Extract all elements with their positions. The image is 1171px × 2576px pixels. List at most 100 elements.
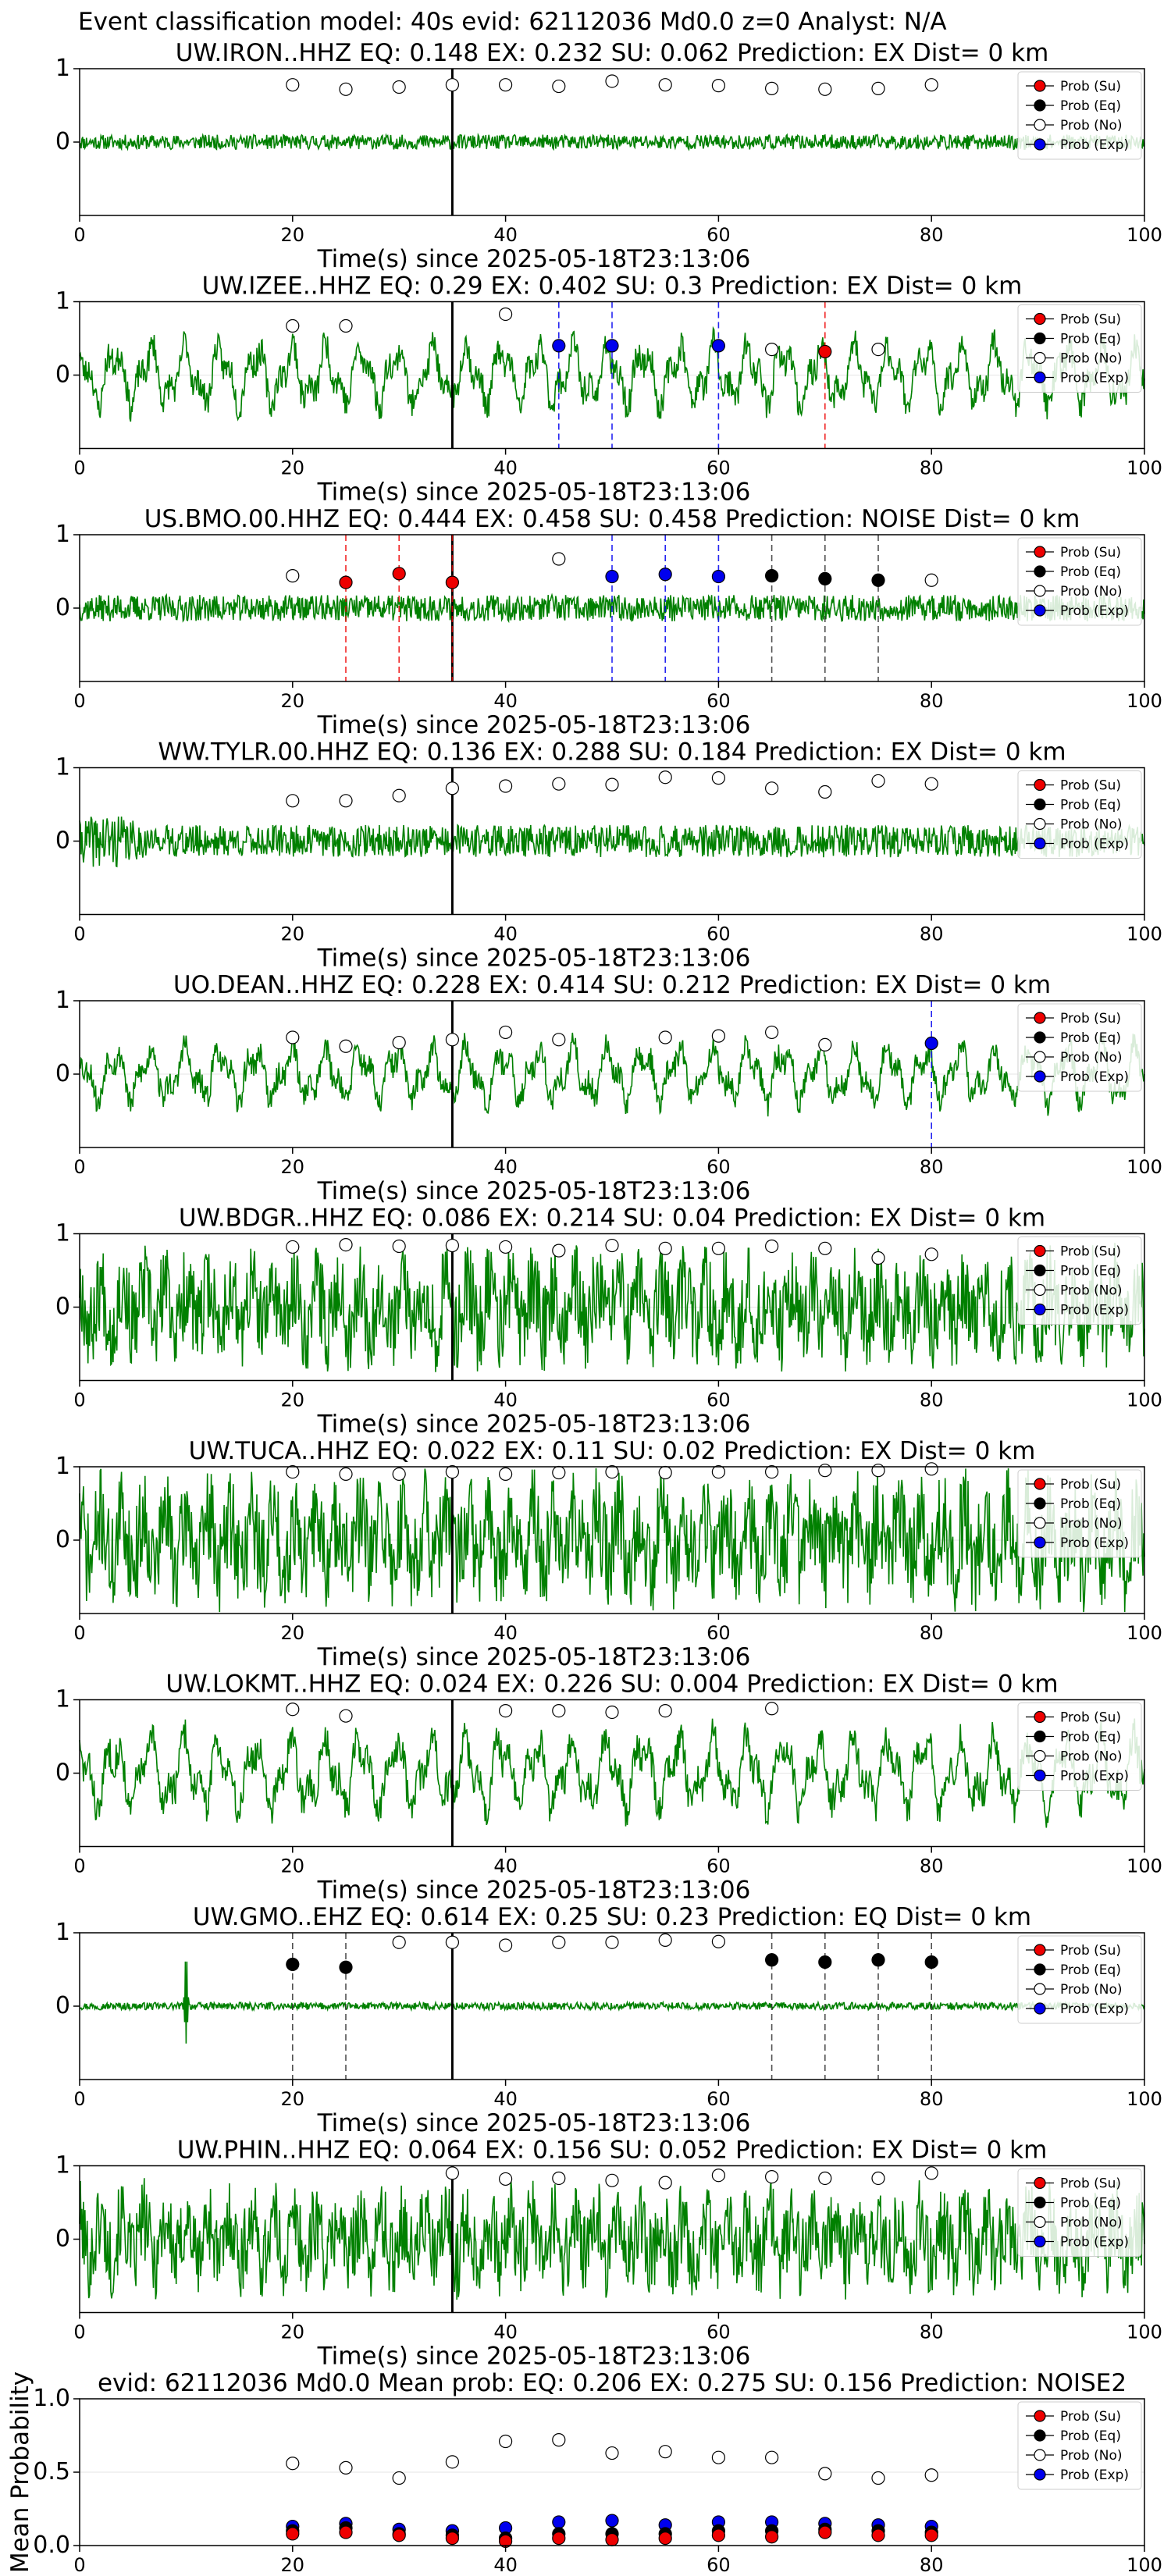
- prob-point-no: [498, 307, 513, 322]
- legend-marker-exp: [1034, 1070, 1046, 1083]
- x-tick-label: 100: [1127, 1622, 1162, 1644]
- prob-point-no: [445, 78, 460, 92]
- legend-label: Prob (Exp): [1060, 603, 1129, 619]
- x-tick-label: 100: [1127, 1856, 1162, 1877]
- legend-label: Prob (Eq): [1060, 1264, 1121, 1279]
- prob-point-eq: [286, 1957, 300, 1972]
- mean-point-no: [871, 2471, 885, 2485]
- panel-title: UW.GMO..EHZ EQ: 0.614 EX: 0.25 SU: 0.23 …: [193, 1903, 1031, 1931]
- legend-marker-no: [1034, 2215, 1046, 2229]
- prob-point-no: [339, 1039, 353, 1053]
- x-tick-label: 80: [920, 457, 944, 479]
- y-tick-label: 1: [55, 1453, 70, 1480]
- prob-point-exp: [924, 1036, 938, 1051]
- legend-marker-no: [1034, 1283, 1046, 1297]
- legend-label: Prob (Exp): [1060, 2467, 1129, 2483]
- prob-point-no: [339, 318, 353, 333]
- legend-marker-no: [1034, 817, 1046, 831]
- prob-point-no: [445, 1033, 460, 1047]
- x-tick-label: 40: [493, 2554, 518, 2576]
- legend-label: Prob (Exp): [1060, 371, 1129, 386]
- prob-point-no: [286, 1464, 300, 1479]
- panel-title: UW.BDGR..HHZ EQ: 0.086 EX: 0.214 SU: 0.0…: [179, 1204, 1045, 1233]
- legend-label: Prob (Eq): [1060, 2196, 1121, 2211]
- prob-point-no: [605, 1464, 619, 1479]
- mean-point-no: [924, 2468, 938, 2482]
- legend-label: Prob (No): [1060, 118, 1123, 133]
- y-tick-label: 1.0: [33, 2385, 70, 2412]
- legend-label: Prob (Eq): [1060, 1030, 1121, 1046]
- legend-marker-eq: [1034, 798, 1046, 811]
- prob-point-no: [605, 777, 619, 792]
- legend-marker-su: [1034, 1944, 1046, 1956]
- prob-point-no: [498, 1704, 513, 1718]
- prob-point-no: [818, 785, 832, 799]
- prob-point-no: [392, 80, 406, 94]
- prob-point-no: [871, 343, 885, 357]
- prob-point-no: [392, 1035, 406, 1050]
- legend-label: Prob (Eq): [1060, 332, 1121, 347]
- panel-title: UW.IRON..HHZ EQ: 0.148 EX: 0.232 SU: 0.0…: [176, 39, 1049, 67]
- legend-marker-exp: [1034, 1303, 1046, 1316]
- x-tick-label: 80: [920, 224, 944, 246]
- prob-point-no: [711, 2169, 726, 2183]
- legend-label: Prob (No): [1060, 1749, 1123, 1765]
- prob-point-eq: [818, 1955, 832, 1969]
- prob-point-no: [711, 771, 726, 785]
- waveform-trace: [79, 1243, 1145, 1372]
- legend-box: [1017, 537, 1142, 626]
- legend-label: Prob (Su): [1060, 1011, 1121, 1026]
- prob-point-no: [711, 1934, 726, 1948]
- legend-marker-no: [1034, 1517, 1046, 1529]
- x-tick-label: 0: [73, 1622, 85, 1644]
- prob-point-eq: [764, 569, 779, 583]
- prob-point-no: [764, 81, 779, 95]
- legend-label: Prob (Eq): [1060, 1496, 1121, 1512]
- legend-label: Prob (Exp): [1060, 2001, 1129, 2017]
- legend-label: Prob (Exp): [1060, 1303, 1129, 1318]
- legend-label: Prob (Su): [1060, 1477, 1121, 1493]
- legend-label: Prob (Su): [1060, 545, 1121, 560]
- legend-label: Prob (Eq): [1060, 798, 1121, 813]
- panel-ww-tylr-00-hhz: WW.TYLR.00.HHZ EQ: 0.136 EX: 0.288 SU: 0…: [55, 738, 1162, 973]
- legend-label: Prob (No): [1060, 351, 1123, 367]
- legend-label: Prob (No): [1060, 1283, 1123, 1299]
- prob-point-exp: [658, 568, 672, 582]
- prob-point-no: [658, 1933, 672, 1947]
- prob-point-no: [658, 1465, 672, 1480]
- y-tick-label: 1: [55, 1919, 70, 1946]
- prob-point-no: [658, 1241, 672, 1255]
- mean-point-no: [711, 2450, 726, 2464]
- prob-point-no: [658, 1030, 672, 1044]
- mean-point-no: [445, 2455, 460, 2469]
- x-tick-label: 20: [281, 923, 305, 945]
- prob-point-no: [552, 2171, 566, 2186]
- prob-point-no: [286, 1030, 300, 1044]
- prob-point-su: [339, 575, 353, 589]
- prob-point-no: [498, 78, 513, 92]
- prob-point-no: [339, 1467, 353, 1482]
- legend-box: [1017, 1469, 1142, 1558]
- mean-point-su: [392, 2528, 406, 2542]
- legend-label: Prob (Eq): [1060, 2428, 1121, 2444]
- legend-label: Prob (No): [1060, 817, 1123, 833]
- panel-title: UO.DEAN..HHZ EQ: 0.228 EX: 0.414 SU: 0.2…: [173, 971, 1051, 999]
- prob-point-no: [764, 2170, 779, 2184]
- x-tick-label: 0: [73, 2554, 85, 2576]
- prob-point-eq: [871, 1953, 885, 1967]
- x-axis-label: Time(s) since 2025-05-18T23:13:06: [317, 1643, 751, 1671]
- legend-marker-no: [1034, 119, 1046, 131]
- prob-point-su: [445, 575, 460, 589]
- prob-point-no: [711, 1241, 726, 1255]
- y-tick-label: 0.0: [33, 2532, 70, 2559]
- y-tick-label: 0: [55, 1526, 70, 1553]
- legend-label: Prob (No): [1060, 2215, 1123, 2231]
- y-tick-label: 0: [55, 128, 70, 155]
- prob-point-no: [605, 1238, 619, 1253]
- x-tick-label: 20: [281, 1622, 305, 1644]
- prob-point-exp: [711, 339, 726, 353]
- prob-point-no: [658, 78, 672, 92]
- prob-point-no: [339, 1237, 353, 1252]
- legend-label: Prob (No): [1060, 2448, 1123, 2464]
- legend-marker-exp: [1034, 604, 1046, 617]
